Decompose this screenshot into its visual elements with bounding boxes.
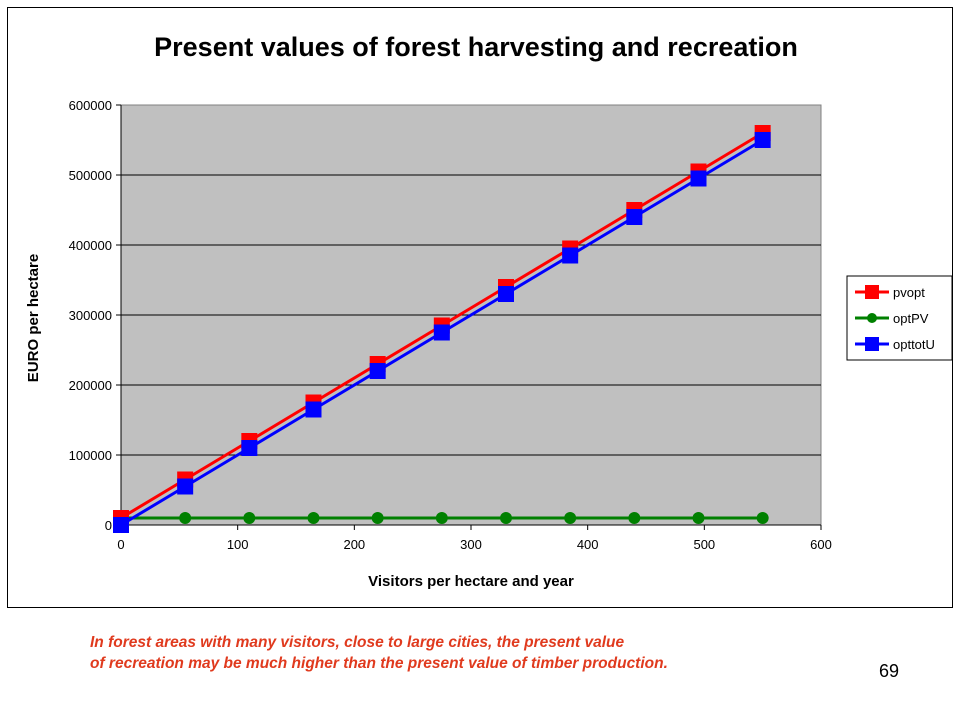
x-tick-label: 300: [460, 537, 482, 552]
x-axis-label: Visitors per hectare and year: [368, 573, 574, 590]
legend-items: pvopt optPV opttotU: [855, 285, 935, 352]
legend-swatch-marker: [865, 285, 879, 299]
x-tick-label: 600: [810, 537, 832, 552]
caption: In forest areas with many visitors, clos…: [90, 632, 668, 674]
data-point: [241, 440, 258, 456]
legend-swatch-marker: [867, 313, 877, 323]
data-point: [177, 478, 194, 495]
y-tick-label: 0: [105, 518, 112, 533]
data-point: [500, 512, 512, 524]
series-optPV: [115, 512, 769, 524]
legend-item-opttotU: opttotU: [855, 337, 935, 352]
legend-label: opttotU: [893, 337, 935, 352]
data-point: [562, 247, 579, 264]
data-point: [307, 512, 320, 524]
y-tick-label: 400000: [69, 238, 112, 253]
data-point: [305, 401, 322, 418]
x-tick-label: 0: [117, 537, 124, 552]
y-tick-label: 300000: [69, 308, 112, 323]
data-point: [690, 170, 707, 187]
data-point: [498, 286, 514, 302]
series-opttotU: [113, 132, 771, 533]
data-point: [692, 512, 705, 524]
data-point: [628, 512, 641, 524]
legend: pvopt optPV opttotU: [846, 275, 952, 361]
y-tick-label: 200000: [69, 378, 112, 393]
series-layer: [113, 125, 771, 533]
legend-item-pvopt: pvopt: [855, 285, 925, 300]
legend-label: pvopt: [893, 285, 925, 300]
chart-frame: Present values of forest harvesting and …: [7, 7, 953, 608]
data-point: [433, 324, 450, 341]
y-axis-label: EURO per hectare: [25, 254, 42, 382]
caption-line-1: In forest areas with many visitors, clos…: [90, 634, 625, 651]
data-point: [435, 512, 448, 524]
slide-number: 69: [879, 661, 900, 681]
data-point: [113, 517, 129, 533]
legend-swatch-marker: [865, 337, 879, 351]
data-point: [179, 512, 192, 524]
data-point: [371, 512, 384, 524]
y-tick-label: 600000: [69, 98, 112, 113]
data-point: [756, 512, 769, 524]
x-tick-label: 100: [227, 537, 249, 552]
data-point: [626, 209, 643, 225]
chart-title: Present values of forest harvesting and …: [154, 32, 798, 62]
data-point: [243, 512, 256, 524]
legend-item-optPV: optPV: [855, 311, 929, 326]
axes: 0 100000 200000 300000 400000 500000 600000 0 10…: [69, 98, 832, 552]
legend-label: optPV: [893, 311, 929, 326]
x-tick-label: 400: [577, 537, 599, 552]
x-tick-label: 200: [343, 537, 365, 552]
data-point: [754, 132, 771, 148]
line-chart: Present values of forest harvesting and …: [25, 32, 952, 590]
caption-line-2: of recreation may be much higher than th…: [90, 655, 668, 672]
data-point: [369, 363, 386, 379]
y-tick-label: 100000: [69, 448, 112, 463]
x-tick-label: 500: [693, 537, 715, 552]
y-tick-label: 500000: [69, 168, 112, 183]
data-point: [564, 512, 577, 524]
